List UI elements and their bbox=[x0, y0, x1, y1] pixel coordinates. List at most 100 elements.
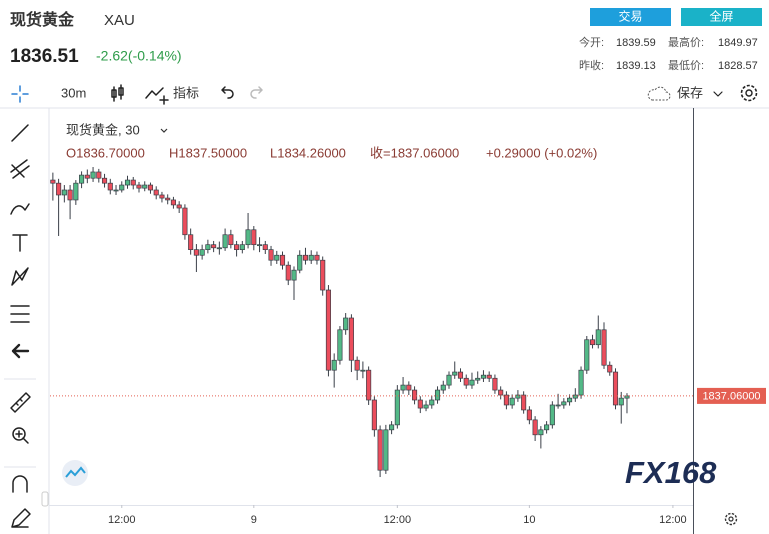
candle-body bbox=[222, 234, 228, 249]
cloud-icon[interactable] bbox=[647, 86, 671, 101]
candle-body bbox=[366, 369, 372, 401]
candle-body bbox=[96, 171, 102, 179]
candle-body bbox=[320, 259, 326, 291]
candle-body bbox=[285, 264, 291, 281]
candle-body bbox=[325, 289, 331, 371]
candle-body bbox=[331, 359, 337, 371]
candle-body bbox=[457, 371, 464, 379]
candle-body bbox=[538, 429, 544, 436]
candle-body bbox=[492, 377, 498, 391]
symbol-code: XAU bbox=[104, 12, 135, 29]
back-tool[interactable] bbox=[11, 343, 30, 359]
candle-body bbox=[469, 379, 475, 386]
candle-body bbox=[193, 249, 199, 256]
interval-button[interactable]: 30m bbox=[61, 85, 86, 100]
candle-body bbox=[503, 394, 509, 406]
candle-body bbox=[509, 397, 515, 406]
chart-type-button[interactable] bbox=[111, 84, 124, 102]
brush-tool[interactable] bbox=[10, 203, 30, 215]
candle-body bbox=[234, 244, 240, 251]
candle-body bbox=[113, 189, 119, 192]
gear-inner[interactable] bbox=[728, 516, 734, 522]
last-price: 1836.51 bbox=[10, 46, 79, 67]
stat-label: 今开: bbox=[579, 35, 604, 49]
candle-body bbox=[572, 394, 578, 399]
legend-high: H1837.50000 bbox=[169, 145, 247, 160]
settings-button[interactable] bbox=[740, 84, 758, 102]
stat-label: 昨收: bbox=[579, 58, 604, 72]
lock-tool[interactable] bbox=[11, 508, 31, 528]
toolbar-collapse[interactable] bbox=[41, 491, 49, 507]
candle-body bbox=[136, 184, 142, 189]
gear-outer[interactable] bbox=[724, 512, 738, 526]
redo-button[interactable] bbox=[250, 86, 263, 99]
save-button[interactable]: 保存 bbox=[677, 85, 703, 100]
candle-body bbox=[73, 182, 79, 201]
stat-value: 1839.59 bbox=[616, 37, 656, 49]
candle-body bbox=[463, 377, 469, 386]
candle-body bbox=[245, 229, 251, 246]
candle-body bbox=[595, 329, 601, 346]
candle-body bbox=[170, 199, 176, 206]
candle-body bbox=[79, 174, 85, 184]
fullscreen-button[interactable] bbox=[681, 8, 762, 26]
candle-body bbox=[601, 329, 607, 366]
legend-low: L1834.26000 bbox=[270, 145, 346, 160]
legend-dropdown[interactable] bbox=[160, 128, 168, 133]
indicators-icon[interactable] bbox=[145, 87, 169, 105]
crosshair-tool[interactable] bbox=[11, 85, 29, 103]
trade-button-label[interactable]: 交易 bbox=[618, 9, 642, 24]
candle-body bbox=[101, 177, 108, 184]
candle-body bbox=[607, 364, 613, 373]
candle-body bbox=[50, 179, 56, 184]
fullscreen-button-label[interactable]: 全屏 bbox=[709, 9, 733, 24]
candle-body bbox=[337, 329, 343, 361]
candle-body bbox=[205, 244, 211, 251]
watermark-logo: FX168 bbox=[625, 455, 717, 490]
candle-body bbox=[400, 384, 406, 391]
candle-body bbox=[348, 317, 354, 361]
undo-button[interactable] bbox=[221, 86, 234, 99]
text-tool[interactable] bbox=[12, 234, 28, 252]
candle-body bbox=[61, 189, 67, 196]
trend-line-tool[interactable] bbox=[11, 124, 29, 142]
symbol-title: 现货黄金 bbox=[10, 10, 75, 29]
indicators-button[interactable]: 指标 bbox=[173, 85, 199, 100]
fib-tool[interactable] bbox=[10, 159, 30, 179]
ruler-tool[interactable] bbox=[10, 392, 31, 413]
candle-body bbox=[561, 401, 567, 406]
candle-body bbox=[394, 389, 400, 426]
zoom-tool-plus[interactable] bbox=[15, 430, 29, 444]
trade-button[interactable] bbox=[590, 8, 671, 26]
candle-body bbox=[452, 371, 458, 376]
gear-inner[interactable] bbox=[745, 89, 753, 97]
candle-body bbox=[239, 244, 245, 251]
left-toolbar bbox=[10, 124, 31, 528]
candle-body bbox=[434, 389, 441, 401]
candle-body bbox=[567, 397, 573, 403]
candle-body bbox=[142, 184, 148, 189]
plot-area bbox=[50, 167, 630, 478]
candle-body bbox=[618, 397, 624, 406]
candle-body bbox=[498, 389, 504, 396]
candle-body bbox=[302, 254, 309, 261]
x-tick-label: 12:00 bbox=[108, 514, 136, 526]
candle-body bbox=[578, 369, 584, 396]
candle-body bbox=[84, 174, 90, 179]
candle-body bbox=[555, 404, 561, 407]
tradingview-logo-mark bbox=[65, 466, 86, 478]
measure-lines-tool[interactable] bbox=[10, 305, 30, 323]
candle-body bbox=[251, 229, 257, 246]
x-tick-label: 10 bbox=[523, 514, 535, 526]
candle-body bbox=[159, 194, 165, 199]
settings-small[interactable] bbox=[724, 512, 738, 526]
save-dropdown[interactable] bbox=[713, 91, 723, 97]
candle-body bbox=[377, 429, 383, 471]
magnet-tool[interactable] bbox=[12, 475, 28, 493]
gear-outer[interactable] bbox=[740, 84, 758, 102]
legend-open: O1836.70000 bbox=[66, 145, 145, 160]
tradingview-logo[interactable] bbox=[62, 460, 88, 486]
pattern-tool[interactable] bbox=[11, 267, 29, 286]
zoom-tool[interactable] bbox=[12, 427, 26, 441]
candle-body bbox=[544, 424, 550, 431]
